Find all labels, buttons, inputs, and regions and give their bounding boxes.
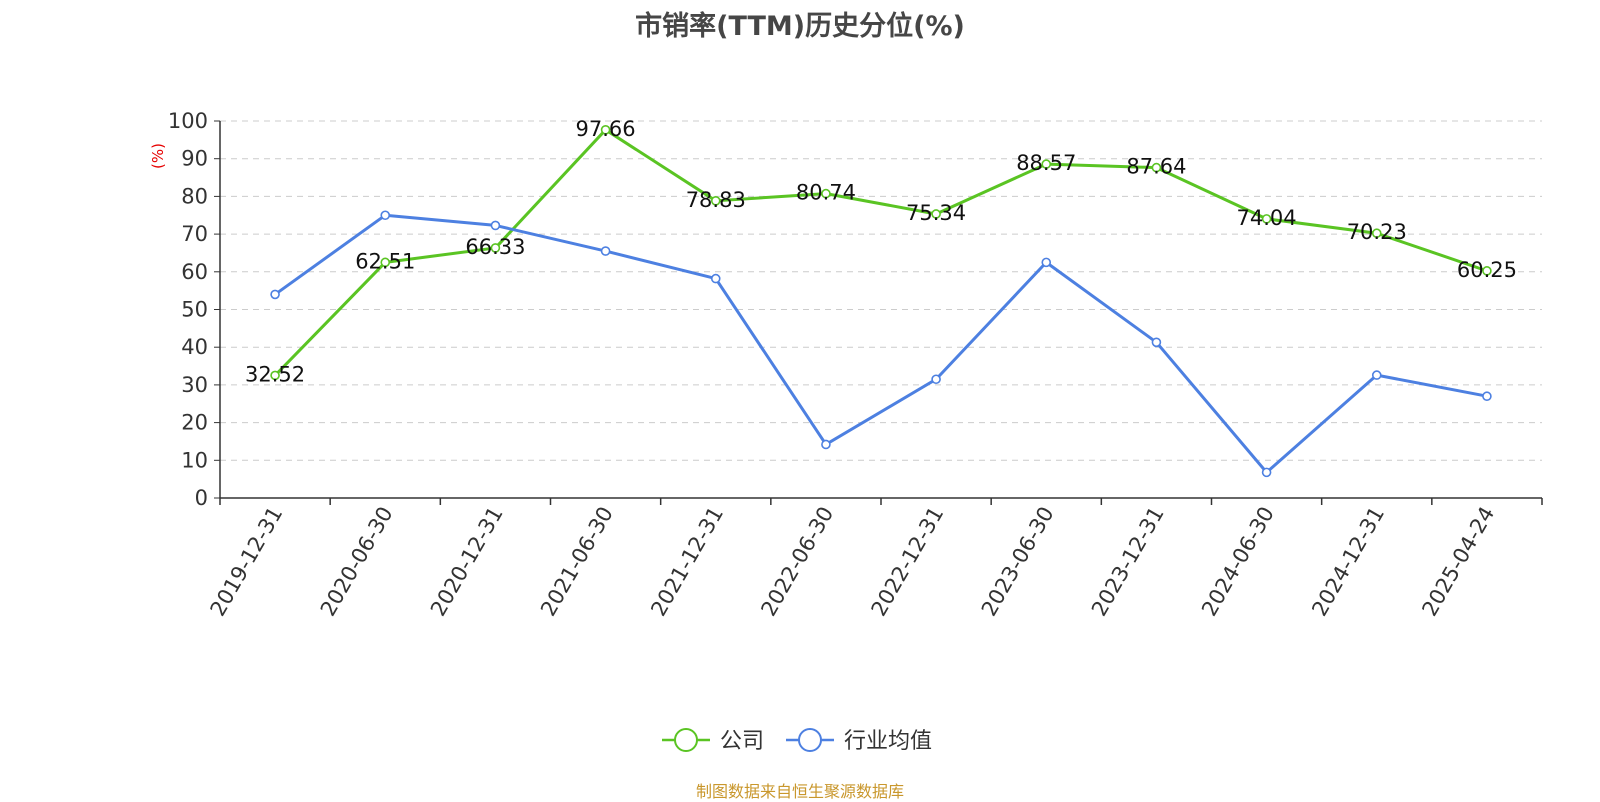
y-tick-label: 100 bbox=[168, 109, 208, 133]
data-label: 66.33 bbox=[465, 235, 525, 259]
data-label: 60.25 bbox=[1457, 258, 1517, 282]
data-point bbox=[1151, 162, 1162, 173]
data-point bbox=[710, 273, 721, 284]
data-label: 88.57 bbox=[1016, 151, 1076, 175]
series-line-1 bbox=[274, 213, 1488, 474]
y-tick-label: 30 bbox=[181, 373, 208, 397]
legend-label: 公司 bbox=[720, 729, 764, 754]
data-point bbox=[600, 246, 611, 256]
data-point bbox=[1151, 337, 1162, 348]
data-point bbox=[270, 289, 280, 300]
data-point bbox=[710, 196, 721, 206]
y-axis-label: (%) bbox=[149, 143, 167, 169]
data-label: 78.83 bbox=[686, 188, 746, 212]
x-tick-label: 2024-12-31 bbox=[1307, 503, 1389, 621]
x-tick-label: 2020-12-31 bbox=[426, 503, 508, 621]
x-tick-label: 2022-12-31 bbox=[867, 503, 949, 621]
data-point bbox=[931, 374, 941, 385]
y-tick-label: 50 bbox=[181, 298, 208, 322]
y-tick-label: 20 bbox=[181, 411, 208, 435]
x-tick-label: 2021-12-31 bbox=[646, 503, 728, 621]
x-tick-label: 2019-12-31 bbox=[206, 503, 288, 621]
x-tick-label: 2022-06-30 bbox=[756, 503, 838, 621]
legend-marker bbox=[674, 728, 698, 752]
data-point bbox=[1371, 228, 1382, 239]
x-tick-label: 2023-12-31 bbox=[1087, 503, 1169, 621]
data-label: 32.52 bbox=[245, 362, 305, 386]
x-tick-label: 2020-06-30 bbox=[316, 503, 398, 621]
x-tick-label: 2023-06-30 bbox=[977, 503, 1059, 621]
data-label: 87.64 bbox=[1126, 155, 1186, 179]
y-tick-label: 10 bbox=[181, 448, 208, 472]
data-point bbox=[821, 439, 831, 450]
data-label: 70.23 bbox=[1347, 220, 1407, 244]
y-tick-label: 40 bbox=[181, 335, 208, 359]
data-point bbox=[380, 257, 391, 268]
data-label: 62.51 bbox=[355, 249, 415, 273]
data-label: 97.66 bbox=[576, 117, 636, 141]
series-line-0 bbox=[274, 128, 1488, 377]
legend-marker bbox=[798, 728, 822, 752]
x-tick-label: 2025-04-24 bbox=[1417, 503, 1499, 621]
data-label: 80.74 bbox=[796, 181, 856, 205]
y-tick-label: 60 bbox=[181, 260, 208, 284]
y-tick-label: 70 bbox=[181, 222, 208, 246]
data-point bbox=[1482, 391, 1492, 402]
data-point bbox=[1261, 467, 1272, 478]
data-point bbox=[1041, 257, 1052, 268]
data-point bbox=[1261, 214, 1272, 224]
data-point bbox=[931, 209, 941, 219]
y-tick-label: 0 bbox=[195, 486, 208, 510]
x-tick-label: 2021-06-30 bbox=[536, 503, 618, 621]
data-label: 75.34 bbox=[906, 201, 966, 225]
data-point bbox=[380, 210, 391, 221]
x-tick-label: 2024-06-30 bbox=[1197, 503, 1279, 621]
chart-title: 市销率(TTM)历史分位(%) bbox=[635, 11, 965, 42]
data-point bbox=[270, 370, 280, 381]
legend-label: 行业均值 bbox=[844, 729, 932, 754]
data-point bbox=[600, 125, 611, 135]
data-point bbox=[1371, 370, 1382, 380]
data-point bbox=[821, 188, 831, 199]
data-point bbox=[1482, 266, 1492, 276]
data-point bbox=[490, 243, 501, 253]
y-tick-label: 90 bbox=[181, 147, 208, 171]
data-point bbox=[1041, 159, 1052, 169]
data-point bbox=[490, 220, 501, 231]
data-source-note: 制图数据来自恒生聚源数据库 bbox=[695, 782, 904, 801]
data-label: 74.04 bbox=[1237, 206, 1297, 230]
y-tick-label: 80 bbox=[181, 184, 208, 208]
